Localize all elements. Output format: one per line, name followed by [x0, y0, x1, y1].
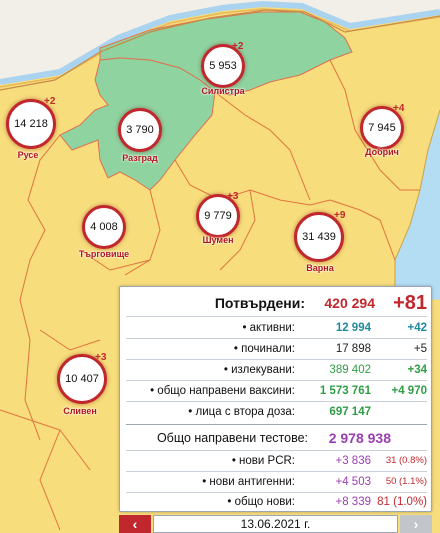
- second-dose-row: • лица с втора доза: 697 147: [120, 403, 433, 421]
- prev-date-button[interactable]: ‹: [119, 515, 151, 533]
- recovered-label: • излекувани:: [223, 364, 295, 376]
- total-new-label: • общо нови:: [227, 496, 295, 508]
- next-date-button[interactable]: ›: [400, 515, 432, 533]
- deceased-row: • починали: 17 898 +5: [120, 340, 433, 358]
- deceased-delta: +5: [413, 343, 427, 355]
- targovishte-name: Търговище: [78, 249, 130, 259]
- sliven-delta: +3: [95, 352, 107, 363]
- vaccines-value: 1 573 761: [319, 385, 371, 397]
- romania-land: [0, 0, 440, 85]
- chevron-right-icon: ›: [413, 516, 419, 532]
- black-sea: [395, 110, 440, 300]
- stats-panel: Потвърдени: 420 294 +81 • активни: 12 99…: [119, 286, 432, 512]
- deceased-label: • починали:: [233, 343, 295, 355]
- tests-row: Общо направени тестове: 2 978 938: [120, 427, 433, 449]
- sliven-count: 10 407: [65, 373, 99, 385]
- confirmed-delta: +81: [393, 292, 427, 314]
- total-new-value: +8 339: [335, 496, 372, 508]
- deceased-value: 17 898: [335, 343, 371, 355]
- confirmed-value: 420 294: [324, 295, 375, 311]
- vaccines-label: • общо направени ваксини:: [150, 385, 295, 397]
- active-row: • активни: 12 994 +42: [120, 319, 433, 337]
- varna-count: 31 439: [302, 231, 336, 243]
- bubble-sliven[interactable]: 10 407: [57, 354, 107, 404]
- bubble-ruse[interactable]: 14 218: [6, 99, 56, 149]
- shumen-delta: +3: [227, 191, 239, 202]
- ruse-name: Русе: [17, 150, 39, 160]
- bubble-targovishte[interactable]: 4 008: [82, 205, 126, 249]
- pcr-positive: 31 (0.8%): [385, 455, 427, 466]
- targovishte-count: 4 008: [90, 221, 118, 233]
- dobrich-delta: +4: [393, 103, 405, 114]
- antigen-label: • нови антигенни:: [202, 476, 295, 488]
- silistra-delta: +2: [232, 41, 244, 52]
- razgrad-count: 3 790: [126, 124, 154, 136]
- dobrich-name: Добрич: [365, 147, 399, 157]
- confirmed-row: Потвърдени: 420 294 +81: [120, 292, 433, 314]
- second-dose-value: 697 147: [329, 406, 371, 418]
- antigen-row: • нови антигенни: +4 503 50 (1.1%): [120, 473, 433, 491]
- dobrich-count: 7 945: [368, 122, 396, 134]
- pcr-label: • нови PCR:: [231, 455, 295, 467]
- province-borders: [0, 59, 420, 531]
- varna-delta: +9: [334, 210, 346, 221]
- recovered-delta: +34: [407, 364, 427, 376]
- silistra-name: Силистра: [201, 86, 245, 96]
- pcr-row: • нови PCR: +3 836 31 (0.8%): [120, 452, 433, 470]
- date-navigation: ‹ 13.06.2021 г. ›: [119, 515, 432, 533]
- vaccines-delta: +4 970: [391, 385, 428, 397]
- silistra-count: 5 953: [209, 60, 237, 72]
- total-new-row: • общо нови: +8 339 81 (1.0%): [120, 493, 433, 511]
- tests-value: 2 978 938: [328, 430, 391, 446]
- active-delta: +42: [407, 322, 427, 334]
- recovered-value: 389 402: [329, 364, 371, 376]
- sliven-name: Сливен: [63, 406, 97, 416]
- bubble-razgrad[interactable]: 3 790: [118, 108, 162, 152]
- current-date: 13.06.2021 г.: [153, 515, 398, 533]
- bubble-dobrich[interactable]: 7 945: [360, 106, 404, 150]
- vaccines-row: • общо направени ваксини: 1 573 761 +4 9…: [120, 382, 433, 400]
- pcr-value: +3 836: [335, 455, 372, 467]
- confirmed-label: Потвърдени:: [214, 295, 305, 311]
- country-border: [0, 9, 440, 91]
- active-label: • активни:: [242, 322, 295, 334]
- shumen-count: 9 779: [204, 210, 232, 222]
- antigen-value: +4 503: [335, 476, 372, 488]
- shumen-name: Шумен: [202, 235, 234, 245]
- recovered-row: • излекувани: 389 402 +34: [120, 361, 433, 379]
- ruse-delta: +2: [44, 96, 56, 107]
- second-dose-label: • лица с втора доза:: [188, 406, 295, 418]
- bubble-silistra[interactable]: 5 953: [201, 44, 245, 88]
- active-value: 12 994: [335, 322, 371, 334]
- total-new-positive: 81 (1.0%): [377, 496, 427, 508]
- ruse-count: 14 218: [14, 118, 48, 130]
- varna-name: Варна: [306, 263, 334, 273]
- bubble-varna[interactable]: 31 439: [294, 212, 344, 262]
- antigen-positive: 50 (1.1%): [385, 476, 427, 487]
- bubble-shumen[interactable]: 9 779: [196, 194, 240, 238]
- tests-label: Общо направени тестове:: [156, 431, 308, 445]
- razgrad-name: Разград: [122, 153, 158, 163]
- danube-river: [0, 0, 440, 85]
- chevron-left-icon: ‹: [132, 516, 138, 532]
